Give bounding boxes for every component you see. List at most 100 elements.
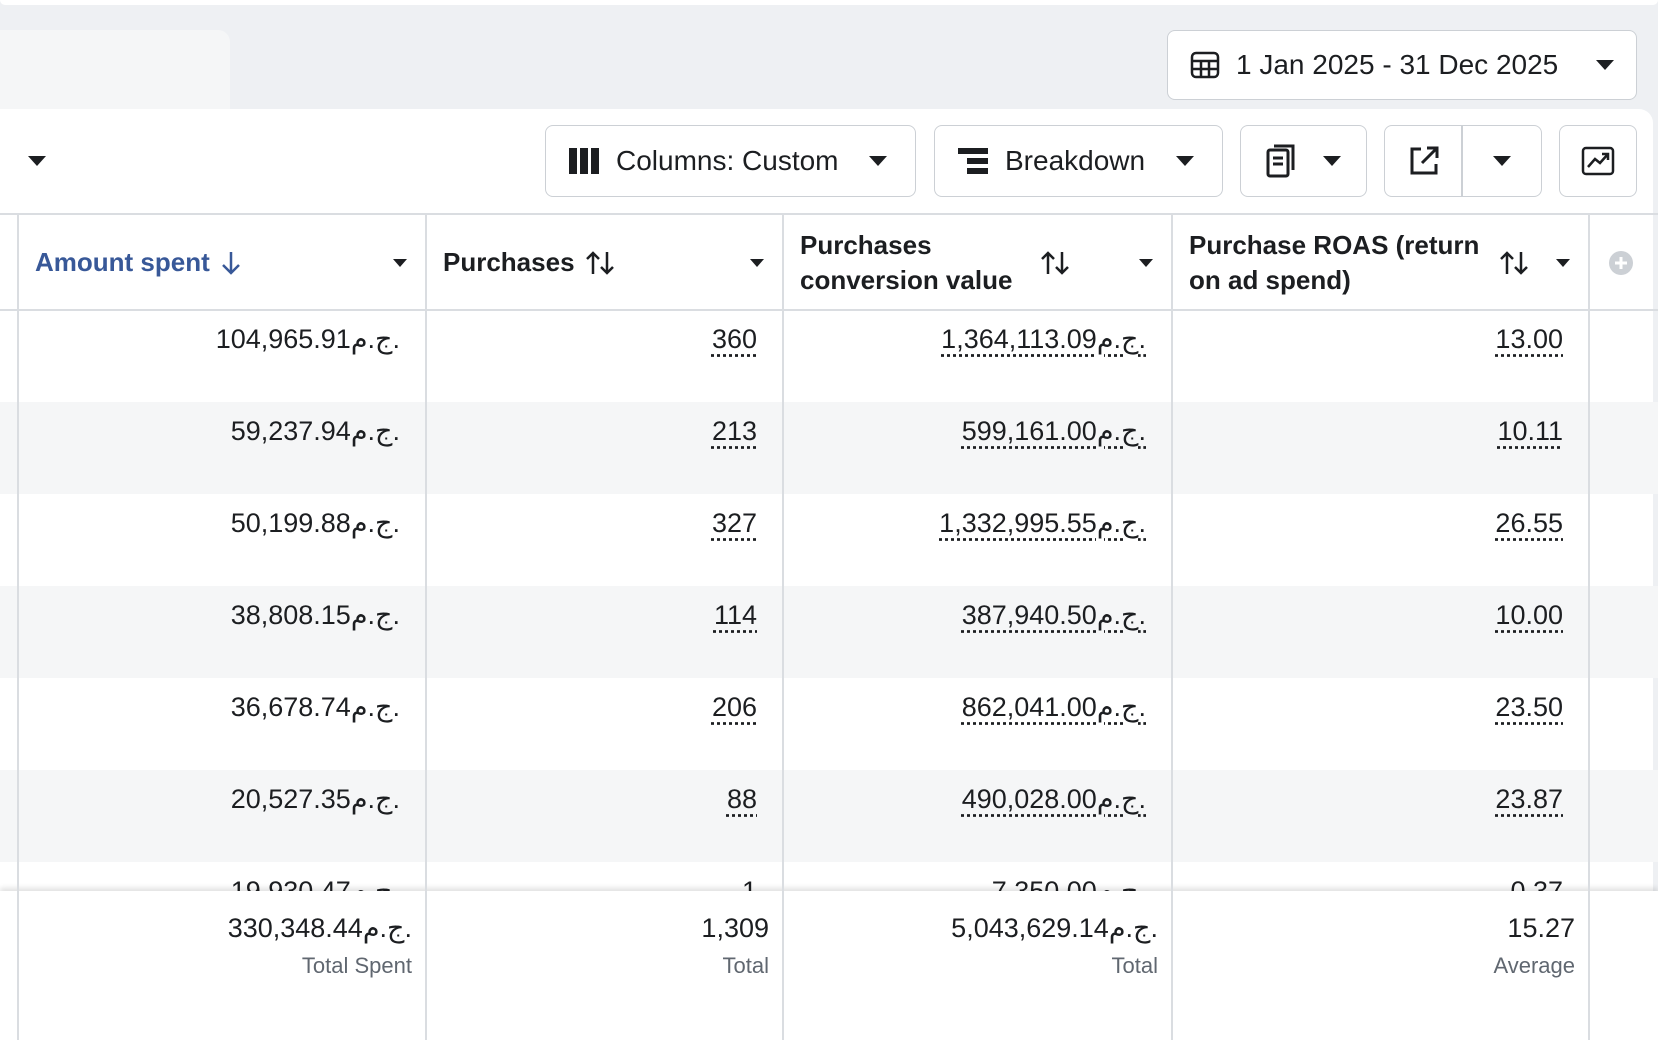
currency: ج.م. [350, 324, 400, 354]
money: 20,527.35ج.م. [231, 784, 400, 814]
money: 7,350.00ج.م. [992, 876, 1146, 891]
header-border [0, 309, 1658, 311]
currency: ج.م. [350, 692, 400, 722]
amount: 599,161.00 [961, 416, 1097, 446]
row-bg [0, 586, 1658, 678]
top-panel [0, 0, 1658, 5]
date-picker[interactable]: 1 Jan 2025 - 31 Dec 2025 [1167, 30, 1637, 100]
currency: ج.م. [1096, 784, 1146, 814]
table-footer [0, 891, 1658, 1040]
currency: ج.م. [1096, 324, 1146, 354]
money: 38,808.15ج.م. [231, 600, 400, 630]
number: 360 [711, 324, 757, 354]
export-button[interactable] [1384, 125, 1542, 197]
chart-button[interactable] [1559, 125, 1637, 197]
amount: 36,678.74 [230, 692, 351, 722]
cell: 114 [425, 600, 757, 631]
amount: 19,930.47 [230, 876, 351, 891]
cell: 26.55 [1171, 508, 1563, 539]
cell: 360 [425, 324, 757, 355]
row-bg [0, 770, 1658, 862]
currency: ج.م. [350, 600, 400, 630]
currency: ج.م. [1096, 416, 1146, 446]
date-range: 1 Jan 2025 - 31 Dec 2025 [1236, 49, 1559, 80]
money: 387,940.50ج.م. [962, 600, 1146, 630]
cell: 1,364,113.09ج.م. [782, 324, 1146, 355]
cell: 50,199.88ج.م. [17, 508, 400, 539]
money: 862,041.00ج.م. [962, 692, 1146, 722]
reports-icon [1266, 144, 1295, 178]
amount: 104,965.91 [215, 324, 351, 354]
caret [869, 156, 887, 166]
cell: 1 [425, 876, 757, 891]
cell: 104,965.91ج.م. [17, 324, 400, 355]
money: 1,364,113.09ج.م. [941, 324, 1146, 354]
header-border [0, 213, 1658, 215]
number: 10.00 [1495, 600, 1563, 630]
reports-button[interactable] [1240, 125, 1367, 197]
amount: 59,237.94 [230, 416, 351, 446]
caret[interactable] [28, 156, 46, 166]
cell: 1,332,995.55ج.م. [782, 508, 1146, 539]
money: 59,237.94ج.م. [231, 416, 400, 446]
caret[interactable] [1492, 156, 1511, 166]
cell: 23.50 [1171, 692, 1563, 723]
currency: ج.م. [1096, 508, 1146, 538]
amount: 862,041.00 [961, 692, 1097, 722]
number: 213 [711, 416, 757, 446]
amount: 387,940.50 [961, 600, 1097, 630]
number: 13.00 [1495, 324, 1563, 354]
calendar-icon [1190, 51, 1220, 79]
currency: ج.م. [350, 416, 400, 446]
money: 1,332,995.55ج.م. [939, 508, 1146, 538]
amount: 38,808.15 [230, 600, 351, 630]
cell: 23.87 [1171, 784, 1563, 815]
cell: 10.00 [1171, 600, 1563, 631]
currency: ج.م. [1096, 692, 1146, 722]
row-bg [0, 402, 1658, 494]
cell: 59,237.94ج.م. [17, 416, 400, 447]
currency: ج.م. [350, 876, 400, 891]
breakdown-button[interactable]: Breakdown [934, 125, 1223, 197]
cell: 10.11 [1171, 416, 1563, 447]
cell: 7,350.00ج.م. [782, 876, 1146, 891]
cell: 36,678.74ج.م. [17, 692, 400, 723]
currency: ج.م. [350, 508, 400, 538]
money: 19,930.47ج.م. [231, 876, 400, 891]
caret [1176, 156, 1194, 166]
columns-icon [569, 148, 599, 174]
money: 104,965.91ج.م. [216, 324, 400, 354]
export-icon [1410, 146, 1439, 175]
cell: 38,808.15ج.م. [17, 600, 400, 631]
cell: 327 [425, 508, 757, 539]
chart-icon [1581, 146, 1615, 176]
report-card [0, 109, 1653, 1040]
breakdown-label: Breakdown [1005, 145, 1146, 176]
amount: 20,527.35 [230, 784, 351, 814]
cell: 599,161.00ج.م. [782, 416, 1146, 447]
number: 23.50 [1495, 692, 1563, 722]
table-body: 104,965.91ج.م. 360 1,364,113.09ج.م. 13.00 59… [0, 310, 1658, 891]
cell: 862,041.00ج.م. [782, 692, 1146, 723]
money: 490,028.00ج.م. [962, 784, 1146, 814]
money: 50,199.88ج.م. [231, 508, 400, 538]
number: 26.55 [1495, 508, 1563, 538]
number: 114 [713, 600, 757, 630]
amount: 50,199.88 [230, 508, 351, 538]
number: 88 [726, 784, 757, 814]
cell: 88 [425, 784, 757, 815]
cell: 0.37 [1171, 876, 1563, 891]
cell: 13.00 [1171, 324, 1563, 355]
number: 206 [711, 692, 757, 722]
add-column-icon[interactable] [1608, 250, 1634, 276]
amount: 490,028.00 [961, 784, 1097, 814]
tab[interactable] [0, 30, 230, 120]
cell: 20,527.35ج.م. [17, 784, 400, 815]
columns-label: Columns: Custom [616, 145, 839, 176]
cell: 387,940.50ج.م. [782, 600, 1146, 631]
amount: 1,332,995.55 [939, 508, 1097, 538]
cell: 490,028.00ج.م. [782, 784, 1146, 815]
columns-button[interactable]: Columns: Custom [545, 125, 916, 197]
number: 1 [741, 876, 757, 891]
